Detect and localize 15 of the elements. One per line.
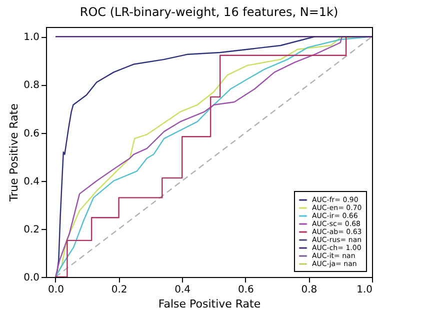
chart-title: ROC (LR-binary-weight, 16 features, N=1k) <box>80 5 338 19</box>
y-tick-label: 0.4 <box>24 176 40 188</box>
x-tick-label: 0.6 <box>238 284 254 296</box>
y-tick-label: 0.6 <box>24 128 40 140</box>
x-axis-title: False Positive Rate <box>158 298 261 310</box>
x-tick-label: 1.0 <box>356 284 372 296</box>
y-tick-label: 0.2 <box>24 224 40 236</box>
y-axis-title: True Positive Rate <box>8 103 21 202</box>
x-tick-label: 0.2 <box>111 284 128 296</box>
y-tick-label: 0.8 <box>24 80 40 92</box>
x-tick-label: 0.8 <box>301 284 318 296</box>
x-tick-label: 0.4 <box>174 284 191 296</box>
y-tick-label: 1.0 <box>24 32 40 44</box>
x-tick-label: 0.0 <box>48 284 64 296</box>
y-tick-label: 0.0 <box>24 272 40 284</box>
